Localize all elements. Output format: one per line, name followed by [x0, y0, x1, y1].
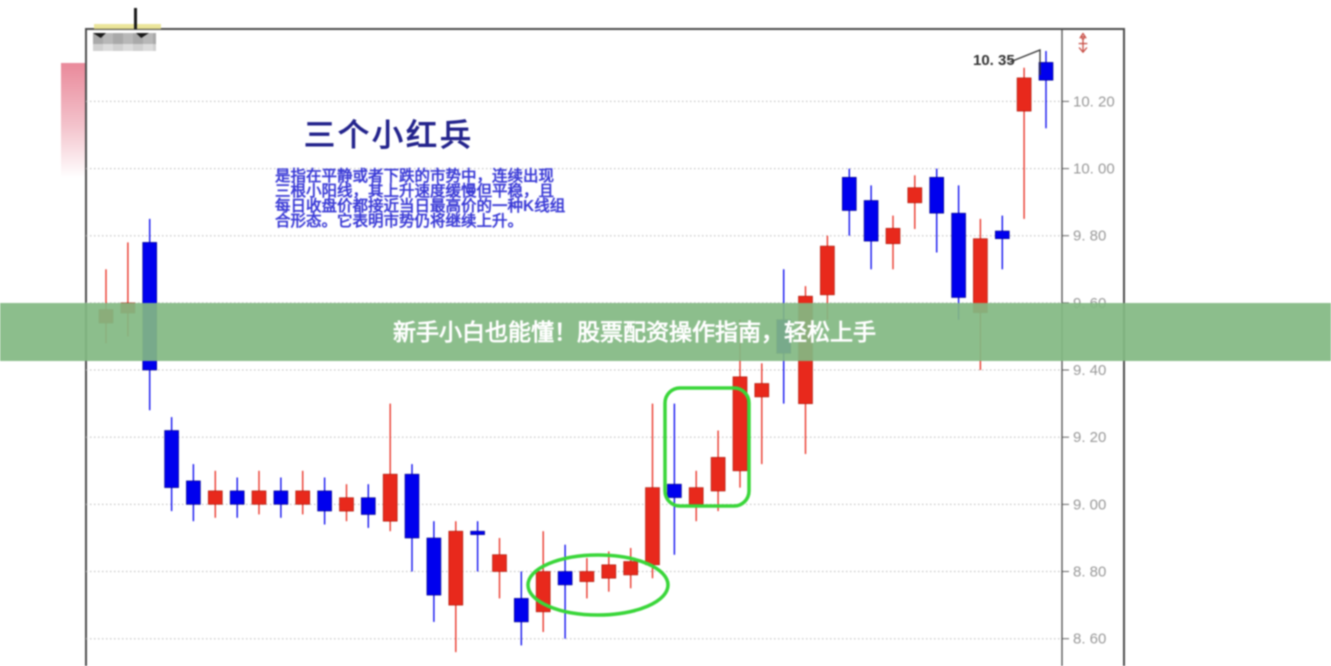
- svg-text:9. 00: 9. 00: [1073, 496, 1106, 513]
- svg-text:8. 80: 8. 80: [1073, 564, 1106, 581]
- svg-text:新手小白也能懂！股票配资操作指南，轻松上手: 新手小白也能懂！股票配资操作指南，轻松上手: [393, 319, 876, 345]
- svg-text:三个小红兵: 三个小红兵: [304, 118, 474, 153]
- svg-text:合形态。它表明市势仍将继续上升。: 合形态。它表明市势仍将继续上升。: [275, 211, 523, 230]
- svg-text:8. 60: 8. 60: [1073, 631, 1106, 648]
- svg-text:10. 35: 10. 35: [973, 52, 1015, 69]
- svg-text:9. 40: 9. 40: [1073, 362, 1106, 379]
- svg-text:10. 00: 10. 00: [1073, 161, 1115, 178]
- svg-text:9. 80: 9. 80: [1073, 228, 1106, 245]
- svg-text:9. 20: 9. 20: [1073, 429, 1106, 446]
- svg-text:10. 20: 10. 20: [1073, 93, 1115, 110]
